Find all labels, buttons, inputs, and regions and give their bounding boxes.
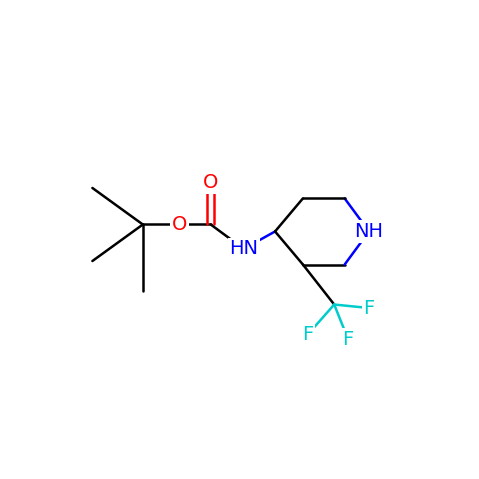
Text: F: F xyxy=(303,325,314,343)
Text: O: O xyxy=(203,173,218,192)
Text: O: O xyxy=(171,215,187,234)
Text: NH: NH xyxy=(354,222,384,241)
Text: F: F xyxy=(342,330,354,349)
Text: HN: HN xyxy=(229,240,258,258)
Text: F: F xyxy=(364,298,375,318)
